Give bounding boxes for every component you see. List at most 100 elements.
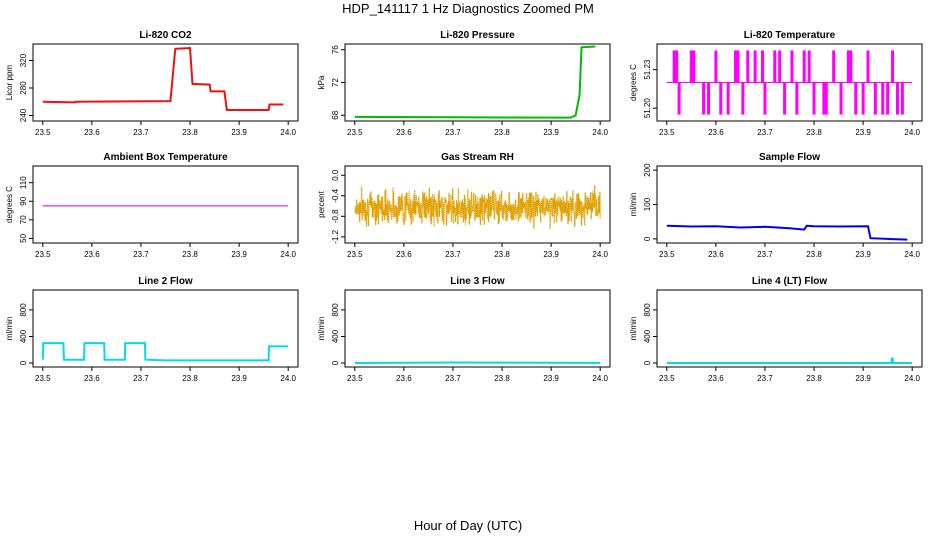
spike-mark bbox=[736, 50, 740, 83]
x-tick-label: 24.0 bbox=[904, 374, 920, 383]
x-tick-label: 23.6 bbox=[84, 128, 100, 137]
x-tick-label: 24.0 bbox=[280, 128, 296, 137]
spike-mark bbox=[854, 82, 858, 115]
spike-mark bbox=[714, 50, 718, 83]
x-tick-label: 24.0 bbox=[904, 128, 920, 137]
x-tick-label: 23.7 bbox=[757, 250, 773, 259]
spike-mark bbox=[886, 82, 890, 115]
plot-frame bbox=[656, 165, 923, 244]
y-tick-label: -0.8 bbox=[331, 209, 340, 223]
y-axis-label: percent bbox=[317, 190, 326, 217]
x-tick-label: 23.8 bbox=[806, 250, 822, 259]
y-axis-label: degrees C bbox=[5, 186, 14, 223]
y-tick-label: 280 bbox=[19, 81, 28, 95]
x-tick-label: 23.9 bbox=[231, 250, 247, 259]
x-tick-label: 23.7 bbox=[757, 128, 773, 137]
plot-frame bbox=[344, 165, 611, 244]
y-tick-label: 90 bbox=[19, 196, 28, 205]
y-axis-label: ml/min bbox=[317, 317, 326, 341]
y-tick-label: 0.0 bbox=[331, 169, 340, 181]
x-tick-label: 23.6 bbox=[708, 374, 724, 383]
y-axis-label: kPa bbox=[317, 75, 326, 89]
x-tick-label: 23.9 bbox=[855, 128, 871, 137]
panel-6: Sample Flow 23.5 23.6 23.7 23.8 23.9 24.0 0 100 2… bbox=[629, 152, 923, 259]
y-tick-label: 400 bbox=[331, 329, 340, 343]
spike-mark bbox=[726, 82, 730, 115]
x-tick-label: 23.9 bbox=[231, 128, 247, 137]
y-tick-label: -0.4 bbox=[331, 188, 340, 202]
x-tick-label: 24.0 bbox=[592, 374, 608, 383]
panel-title: Gas Stream RH bbox=[441, 152, 514, 163]
x-tick-label: 23.6 bbox=[708, 128, 724, 137]
spike-mark bbox=[675, 50, 679, 83]
y-tick-label: 51.23 bbox=[643, 59, 652, 80]
spike-mark bbox=[773, 50, 777, 83]
spike-mark bbox=[707, 82, 711, 115]
spike-mark bbox=[719, 82, 723, 115]
spike-mark bbox=[802, 50, 806, 83]
spike-mark bbox=[873, 82, 877, 115]
spike-mark bbox=[761, 50, 765, 83]
x-tick-label: 23.8 bbox=[182, 374, 198, 383]
x-tick-label: 24.0 bbox=[280, 374, 296, 383]
panel-8: Line 3 Flow 23.5 23.6 23.7 23.8 23.9 24.0 0 400 8… bbox=[317, 276, 611, 383]
y-tick-label: 200 bbox=[643, 163, 652, 177]
panel-3: Li-820 Temperature 23.5 23.6 23.7 23.8 23.9 24… bbox=[629, 30, 923, 137]
x-tick-label: 23.6 bbox=[396, 128, 412, 137]
x-tick-label: 23.6 bbox=[708, 250, 724, 259]
y-tick-label: -1.2 bbox=[331, 229, 340, 243]
data-series-line bbox=[42, 47, 284, 111]
spike-mark bbox=[832, 50, 836, 83]
noise-series bbox=[354, 185, 601, 229]
x-tick-label: 23.5 bbox=[347, 128, 363, 137]
y-axis-label: Licor ppm bbox=[5, 65, 14, 100]
x-tick-label: 24.0 bbox=[592, 128, 608, 137]
panel-title: Li-820 CO2 bbox=[139, 30, 192, 41]
x-tick-label: 23.7 bbox=[757, 374, 773, 383]
y-tick-label: 800 bbox=[19, 303, 28, 317]
spike-mark bbox=[689, 50, 693, 83]
y-axis-label: ml/min bbox=[5, 317, 14, 341]
x-tick-label: 23.8 bbox=[806, 374, 822, 383]
y-tick-label: 50 bbox=[19, 233, 28, 242]
panel-9: Line 4 (LT) Flow 23.5 23.6 23.7 23.8 23.9 24.0… bbox=[629, 276, 923, 383]
y-axis-label: degrees C bbox=[629, 64, 638, 101]
spike-mark bbox=[900, 82, 904, 115]
y-tick-label: 0 bbox=[19, 360, 28, 365]
spike-mark bbox=[778, 50, 782, 83]
plot-frame bbox=[656, 43, 923, 122]
panel-title: Line 2 Flow bbox=[138, 276, 193, 287]
x-tick-label: 23.5 bbox=[347, 374, 363, 383]
spike-mark bbox=[824, 82, 828, 115]
x-tick-label: 23.5 bbox=[659, 374, 675, 383]
spike-mark bbox=[846, 50, 850, 83]
spike-mark bbox=[702, 82, 706, 115]
x-tick-label: 23.6 bbox=[396, 250, 412, 259]
panel-5: Gas Stream RH 23.5 23.6 23.7 23.8 23.9 24.0 -1.… bbox=[317, 152, 611, 259]
panel-title: Line 3 Flow bbox=[450, 276, 505, 287]
plot-frame bbox=[32, 43, 299, 122]
x-tick-label: 23.7 bbox=[133, 374, 149, 383]
spike-mark bbox=[822, 82, 826, 115]
x-tick-label: 24.0 bbox=[280, 250, 296, 259]
spike-mark bbox=[692, 50, 696, 83]
x-tick-label: 23.5 bbox=[35, 374, 51, 383]
spike-mark bbox=[746, 50, 750, 83]
x-tick-label: 23.8 bbox=[806, 128, 822, 137]
y-tick-label: 400 bbox=[19, 329, 28, 343]
x-tick-label: 23.9 bbox=[543, 128, 559, 137]
x-tick-label: 23.9 bbox=[855, 250, 871, 259]
x-tick-label: 23.5 bbox=[659, 128, 675, 137]
data-series-line bbox=[666, 224, 908, 241]
spike-mark bbox=[734, 50, 738, 83]
data-series-line bbox=[41, 342, 289, 362]
x-tick-label: 23.9 bbox=[231, 374, 247, 383]
panel-title: Li-820 Pressure bbox=[440, 30, 515, 41]
x-tick-label: 23.9 bbox=[543, 250, 559, 259]
x-tick-label: 23.9 bbox=[855, 374, 871, 383]
data-series-line bbox=[354, 45, 596, 119]
plot-frame bbox=[32, 289, 299, 368]
x-tick-label: 23.8 bbox=[494, 250, 510, 259]
spike-mark bbox=[783, 82, 787, 115]
